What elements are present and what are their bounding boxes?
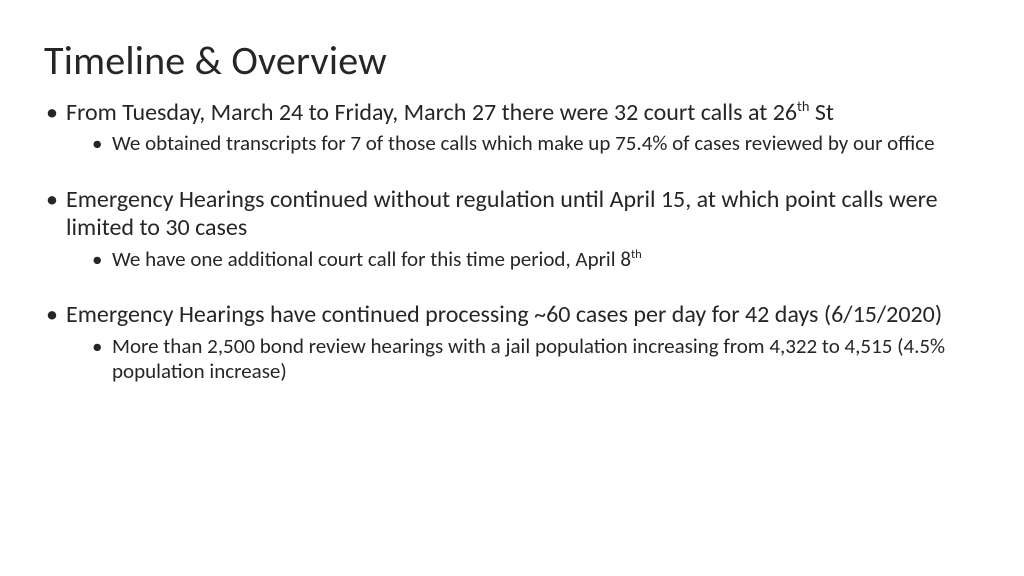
bullet-text-suffix: St — [809, 98, 834, 127]
bullet-text-sup: th — [797, 97, 809, 115]
sub-bullet-item: We have one additional court call for th… — [90, 247, 980, 272]
bullet-item: From Tuesday, March 24 to Friday, March … — [44, 99, 980, 156]
sub-bullet-text-prefix: We obtained transcripts for 7 of those c… — [112, 130, 935, 156]
bullet-text-prefix: Emergency Hearings continued without reg… — [66, 185, 938, 242]
bullet-list: From Tuesday, March 24 to Friday, March … — [44, 99, 980, 383]
bullet-item: Emergency Hearings continued without reg… — [44, 186, 980, 271]
bullet-text-prefix: From Tuesday, March 24 to Friday, March … — [66, 98, 797, 127]
bullet-text-prefix: Emergency Hearings have continued proces… — [66, 300, 942, 329]
sub-bullet-list: We obtained transcripts for 7 of those c… — [66, 131, 980, 156]
sub-bullet-item: We obtained transcripts for 7 of those c… — [90, 131, 980, 156]
sub-bullet-text-prefix: More than 2,500 bond review hearings wit… — [112, 333, 945, 384]
sub-bullet-text-sup: th — [631, 247, 642, 262]
sub-bullet-list: More than 2,500 bond review hearings wit… — [66, 334, 980, 384]
bullet-item: Emergency Hearings have continued proces… — [44, 301, 980, 383]
sub-bullet-item: More than 2,500 bond review hearings wit… — [90, 334, 980, 384]
slide-title: Timeline & Overview — [44, 36, 980, 85]
sub-bullet-list: We have one additional court call for th… — [66, 247, 980, 272]
sub-bullet-text-prefix: We have one additional court call for th… — [112, 246, 631, 272]
